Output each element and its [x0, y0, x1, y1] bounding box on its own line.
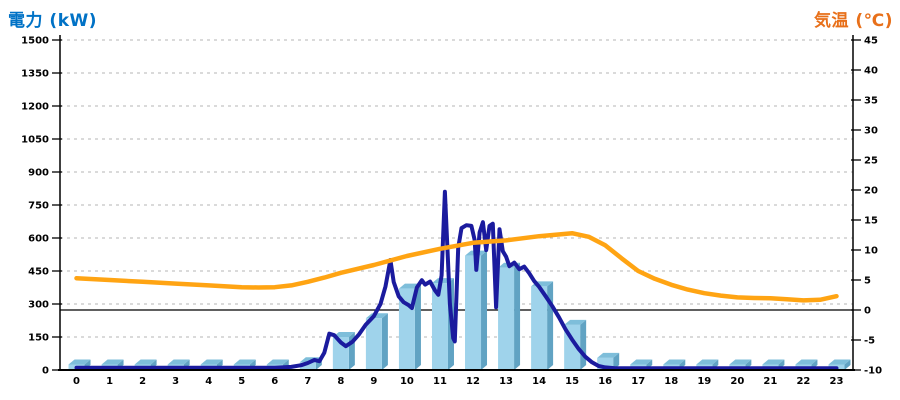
bar-hour-12 [465, 250, 488, 370]
x-axis-label: 1 [106, 376, 113, 387]
left-axis-tick-label: 0 [42, 366, 49, 377]
x-axis-label: 17 [631, 376, 645, 387]
x-axis-label: 20 [730, 376, 744, 387]
right-axis-tick-label: 30 [864, 126, 878, 137]
bar-side-face [547, 281, 554, 370]
right-axis-tick-label: 15 [864, 216, 878, 227]
bar-front-face [365, 318, 382, 370]
bar-top-face [134, 359, 157, 365]
right-axis-tick-label: 5 [864, 276, 871, 287]
temperature-line [74, 230, 839, 303]
x-axis-label: 21 [763, 376, 777, 387]
x-axis-label: 8 [337, 376, 344, 387]
bar-side-face [381, 313, 388, 370]
bar-side-face [514, 262, 521, 370]
x-axis-label: 13 [499, 376, 513, 387]
bar-top-face [828, 359, 851, 365]
x-axis-label: 10 [400, 376, 414, 387]
right-axis-title: 気温 (℃) [813, 11, 893, 31]
bar-top-face [68, 359, 91, 365]
bar-top-face [564, 319, 587, 325]
left-axis-title: 電力 (kW) [8, 11, 98, 31]
bar-front-face [299, 362, 316, 370]
x-axis-label: 7 [304, 376, 311, 387]
right-axis-tick-label: 20 [864, 186, 878, 197]
bar-hour-9 [365, 313, 388, 370]
x-axis-label: 16 [598, 376, 612, 387]
bar-top-face [630, 359, 653, 365]
x-axis-label: 0 [73, 376, 80, 387]
bar-top-face [200, 359, 223, 365]
left-axis-tick-label: 900 [28, 168, 49, 179]
power-line [74, 189, 839, 371]
right-axis-tick-label: 45 [864, 36, 878, 47]
left-axis-tick-label: 1200 [21, 102, 49, 113]
right-axis-tick-label: 10 [864, 246, 878, 257]
bar-top-face [233, 359, 256, 365]
bar-front-face [531, 286, 548, 370]
left-axis-tick-label: 1500 [21, 36, 49, 47]
x-axis-label: 6 [271, 376, 278, 387]
left-axis-tick-label: 450 [28, 267, 49, 278]
bar-top-face [663, 359, 686, 365]
bar-hour-10 [398, 283, 421, 370]
x-axis-label: 23 [830, 376, 844, 387]
bar-side-face [580, 319, 587, 370]
x-axis-label: 15 [565, 376, 579, 387]
right-axis-tick-label: 35 [864, 96, 878, 107]
bar-side-face [613, 352, 620, 370]
bar-side-face [481, 250, 488, 370]
left-axis-tick-label: 1050 [21, 135, 49, 146]
right-axis-tick-label: -10 [864, 366, 882, 377]
left-axis-tick-label: 600 [28, 234, 49, 245]
x-axis-label: 22 [796, 376, 810, 387]
right-axis-tick-label: -5 [864, 336, 875, 347]
x-axis-label: 2 [139, 376, 146, 387]
left-axis-tick-label: 750 [28, 201, 49, 212]
bar-top-face [597, 352, 620, 358]
bar-top-face [696, 359, 719, 365]
x-axis-label: 3 [172, 376, 179, 387]
x-axis-label: 12 [466, 376, 480, 387]
bar-top-face [332, 332, 355, 337]
x-axis-label: 11 [433, 376, 447, 387]
right-axis-tick-label: 0 [864, 306, 871, 317]
x-axis-label: 18 [664, 376, 678, 387]
right-axis-tick-label: 25 [864, 156, 878, 167]
bar-top-face [266, 359, 289, 365]
bar-top-face [762, 359, 785, 365]
bar-side-face [414, 283, 421, 370]
x-axis-label: 19 [697, 376, 711, 387]
x-axis-label: 4 [205, 376, 212, 387]
left-axis-tick-label: 1350 [21, 69, 49, 80]
bar-front-face [498, 267, 515, 370]
bar-side-face [844, 359, 851, 370]
bar-top-face [729, 359, 752, 365]
bar-front-face [431, 283, 448, 370]
bar-hour-14 [531, 281, 554, 370]
right-axis-tick-label: 40 [864, 66, 878, 77]
left-axis-tick-label: 150 [28, 333, 49, 344]
bar-front-face [465, 255, 482, 370]
bar-top-face [101, 359, 124, 365]
bar-hour-13 [498, 262, 521, 370]
x-axis-label: 9 [370, 376, 377, 387]
left-axis-tick-label: 300 [28, 300, 49, 311]
bar-top-face [167, 359, 190, 365]
x-axis-label: 14 [532, 376, 546, 387]
x-axis-label: 5 [238, 376, 245, 387]
bar-top-face [795, 359, 818, 365]
